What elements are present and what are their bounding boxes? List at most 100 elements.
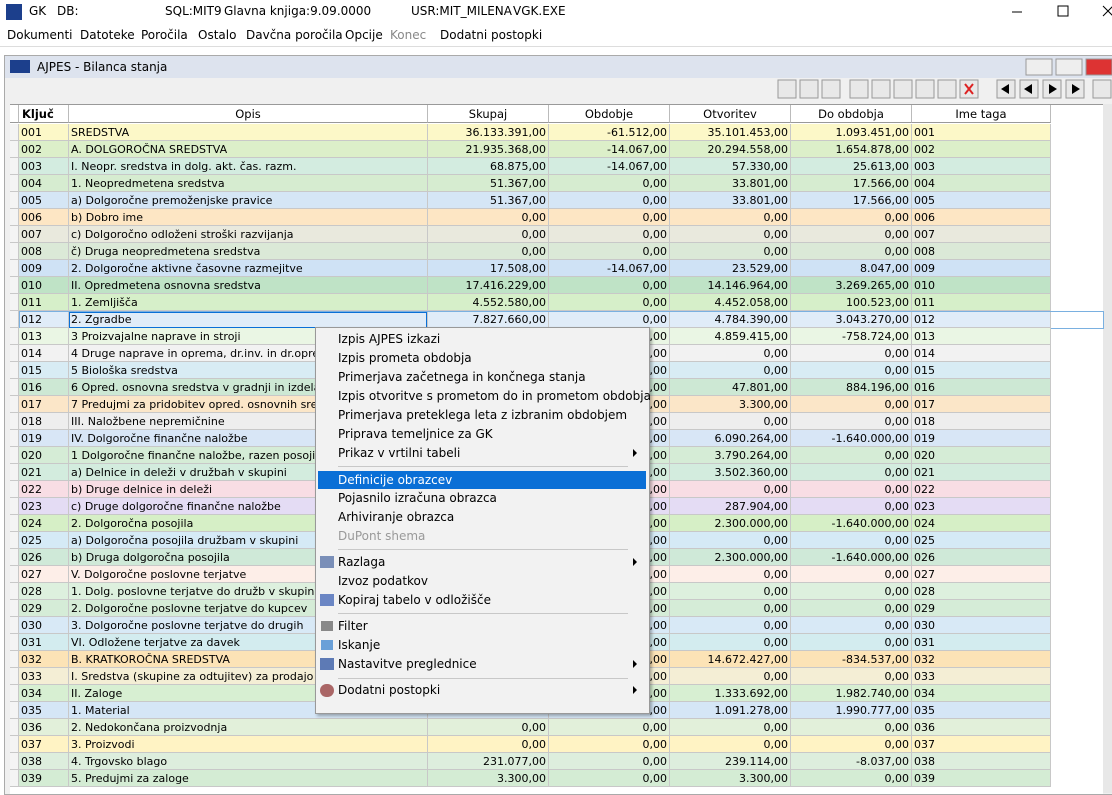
- cell[interactable]: 0,00: [670, 209, 791, 226]
- cell[interactable]: -14.067,00: [549, 260, 670, 277]
- cell[interactable]: -758.724,00: [791, 328, 912, 345]
- cell[interactable]: 031: [19, 634, 69, 651]
- cell[interactable]: 016: [912, 379, 1051, 396]
- cell[interactable]: 004: [912, 175, 1051, 192]
- cell[interactable]: 018: [19, 413, 69, 430]
- column-header[interactable]: Obdobje: [549, 105, 670, 123]
- cell[interactable]: 0,00: [791, 617, 912, 634]
- cell[interactable]: -14.067,00: [549, 158, 670, 175]
- cell[interactable]: 0,00: [791, 226, 912, 243]
- cell[interactable]: 028: [19, 583, 69, 600]
- cell[interactable]: 025: [912, 532, 1051, 549]
- cell[interactable]: 014: [19, 345, 69, 362]
- cell[interactable]: 20.294.558,00: [670, 141, 791, 158]
- menu-item[interactable]: Izpis prometa obdobja: [338, 351, 472, 365]
- menu-item[interactable]: Iskanje: [338, 638, 381, 652]
- cell[interactable]: b) Dobro ime: [69, 209, 428, 226]
- column-header[interactable]: Do obdobja: [791, 105, 912, 123]
- cell[interactable]: 008: [19, 243, 69, 260]
- cell[interactable]: 0,00: [670, 481, 791, 498]
- cell[interactable]: 017: [912, 396, 1051, 413]
- menu-item[interactable]: Definicije obrazcev: [338, 473, 453, 487]
- cell[interactable]: A. DOLGOROČNA SREDSTVA: [69, 141, 428, 158]
- cell[interactable]: 23.529,00: [670, 260, 791, 277]
- cell[interactable]: 239.114,00: [670, 753, 791, 770]
- menu-bar-item[interactable]: Dokumenti: [7, 28, 73, 42]
- cell[interactable]: 100.523,00: [791, 294, 912, 311]
- cell[interactable]: 0,00: [791, 464, 912, 481]
- cell[interactable]: 0,00: [428, 209, 549, 226]
- cell[interactable]: 026: [912, 549, 1051, 566]
- cell[interactable]: 14.146.964,00: [670, 277, 791, 294]
- cell[interactable]: 022: [19, 481, 69, 498]
- cell[interactable]: 013: [912, 328, 1051, 345]
- cell[interactable]: 0,00: [791, 447, 912, 464]
- cell[interactable]: 0,00: [670, 413, 791, 430]
- cell[interactable]: 038: [912, 753, 1051, 770]
- scrollbar[interactable]: [1103, 104, 1112, 793]
- cell[interactable]: 011: [912, 294, 1051, 311]
- cell[interactable]: 0,00: [670, 617, 791, 634]
- cell[interactable]: 038: [19, 753, 69, 770]
- cell[interactable]: 005: [19, 192, 69, 209]
- cell[interactable]: 001: [19, 124, 69, 141]
- cell[interactable]: 007: [19, 226, 69, 243]
- cell[interactable]: 015: [912, 362, 1051, 379]
- cell[interactable]: 031: [912, 634, 1051, 651]
- cell[interactable]: 2. Nedokončana proizvodnja: [69, 719, 428, 736]
- cell[interactable]: 231.077,00: [428, 753, 549, 770]
- column-header[interactable]: Skupaj: [428, 105, 549, 123]
- cell[interactable]: 35.101.453,00: [670, 124, 791, 141]
- cell[interactable]: 0,00: [670, 345, 791, 362]
- cell[interactable]: 0,00: [549, 719, 670, 736]
- tool-button[interactable]: [915, 79, 935, 99]
- cell[interactable]: 013: [19, 328, 69, 345]
- cell[interactable]: 003: [19, 158, 69, 175]
- cell[interactable]: 3.300,00: [670, 396, 791, 413]
- cell[interactable]: 021: [19, 464, 69, 481]
- cell[interactable]: 004: [19, 175, 69, 192]
- cell[interactable]: 0,00: [791, 481, 912, 498]
- cell[interactable]: č) Druga neopredmetena sredstva: [69, 243, 428, 260]
- menu-item[interactable]: Razlaga: [338, 555, 386, 569]
- menu-item[interactable]: Izvoz podatkov: [338, 574, 428, 588]
- tool-button[interactable]: [937, 79, 957, 99]
- cell[interactable]: 0,00: [670, 226, 791, 243]
- tool-button[interactable]: [799, 79, 819, 99]
- tool-button[interactable]: [821, 79, 841, 99]
- cell[interactable]: 2. Zgradbe: [69, 311, 428, 328]
- cell[interactable]: 4. Trgovsko blago: [69, 753, 428, 770]
- cell[interactable]: -14.067,00: [549, 141, 670, 158]
- maximize[interactable]: [1057, 5, 1069, 17]
- cell[interactable]: 0,00: [428, 226, 549, 243]
- cell[interactable]: -1.640.000,00: [791, 430, 912, 447]
- cell[interactable]: 1.990.777,00: [791, 702, 912, 719]
- menu-item[interactable]: Arhiviranje obrazca: [338, 510, 455, 524]
- cell[interactable]: 024: [912, 515, 1051, 532]
- cell[interactable]: 039: [19, 770, 69, 787]
- child-controls[interactable]: [1025, 58, 1112, 76]
- cell[interactable]: -8.037,00: [791, 753, 912, 770]
- cell[interactable]: 4.552.580,00: [428, 294, 549, 311]
- cell[interactable]: -61.512,00: [549, 124, 670, 141]
- cell[interactable]: 015: [19, 362, 69, 379]
- cell[interactable]: 012: [19, 311, 69, 328]
- cell[interactable]: 011: [19, 294, 69, 311]
- column-header[interactable]: Ključ: [19, 105, 69, 123]
- cell[interactable]: 020: [19, 447, 69, 464]
- cell[interactable]: 57.330,00: [670, 158, 791, 175]
- cell[interactable]: 029: [19, 600, 69, 617]
- cell[interactable]: 0,00: [549, 209, 670, 226]
- cell[interactable]: 018: [912, 413, 1051, 430]
- cell[interactable]: 023: [19, 498, 69, 515]
- cell[interactable]: 0,00: [428, 736, 549, 753]
- cell[interactable]: 027: [912, 566, 1051, 583]
- cell[interactable]: 003: [912, 158, 1051, 175]
- cell[interactable]: 3.300,00: [428, 770, 549, 787]
- cell[interactable]: 17.566,00: [791, 175, 912, 192]
- cell[interactable]: 0,00: [670, 600, 791, 617]
- cell[interactable]: 006: [19, 209, 69, 226]
- cell[interactable]: 0,00: [791, 668, 912, 685]
- cell[interactable]: 0,00: [791, 736, 912, 753]
- cell[interactable]: 51.367,00: [428, 192, 549, 209]
